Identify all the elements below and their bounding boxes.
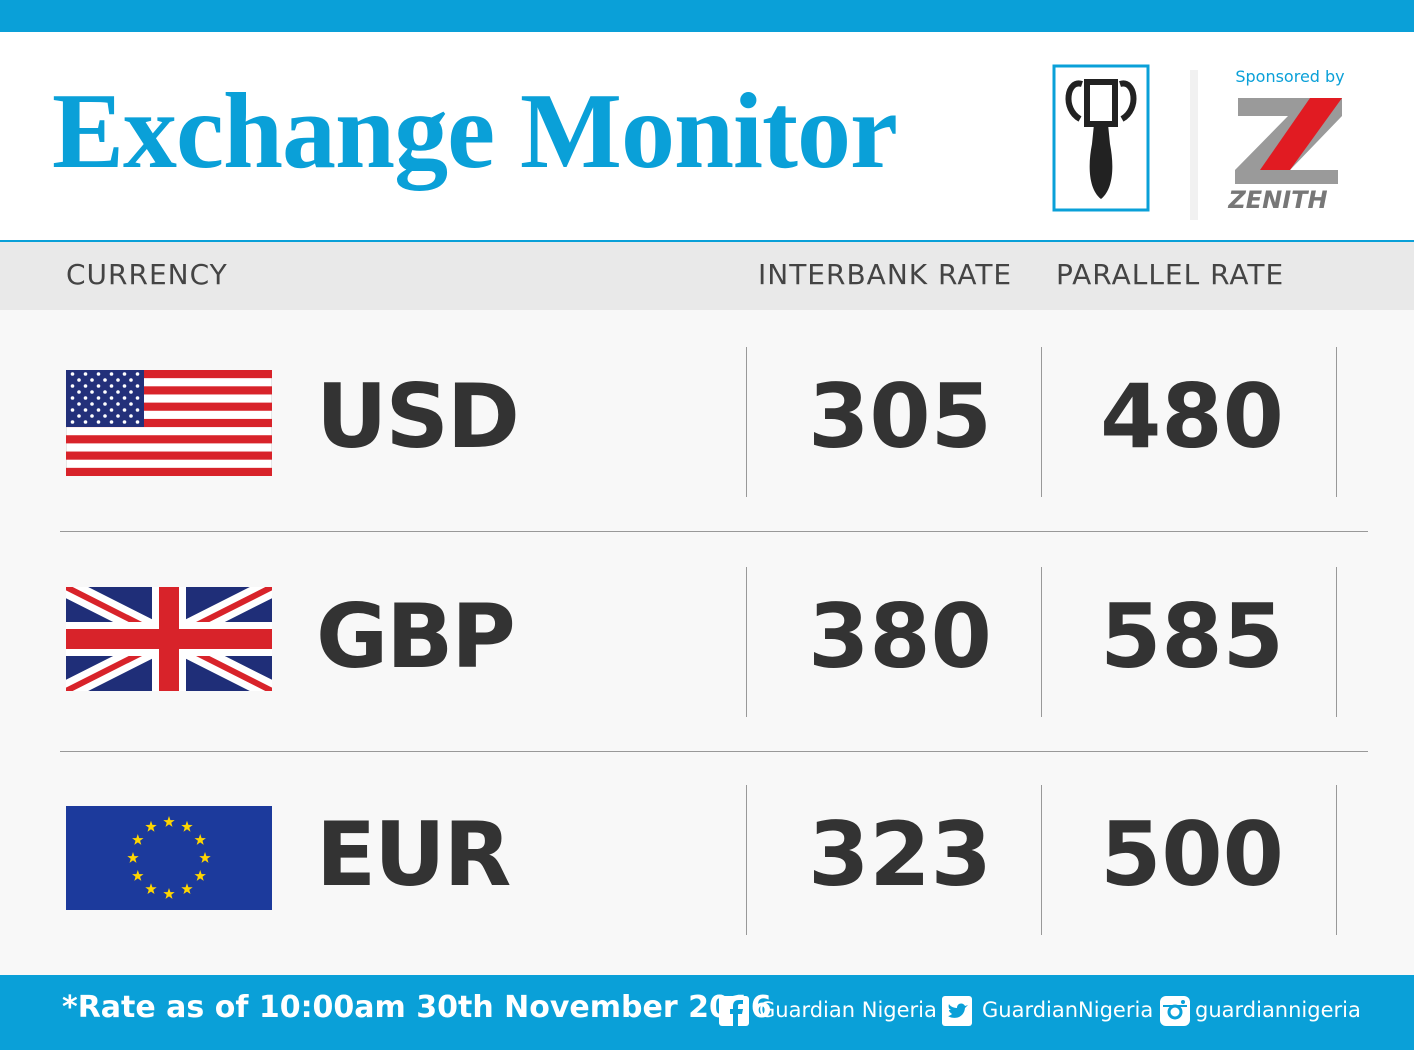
title: Exchange Monitor (52, 72, 898, 191)
instagram-icon[interactable] (1160, 996, 1190, 1026)
column-divider (746, 347, 747, 497)
interbank-rate: 305 (808, 365, 992, 468)
parallel-rate: 585 (1100, 585, 1284, 688)
sponsor-name: ZENITH (1227, 186, 1327, 214)
currency-code: USD (316, 365, 520, 468)
social-handle[interactable]: GuardianNigeria (982, 998, 1154, 1022)
flag-uk (66, 587, 272, 691)
parallel-rate: 480 (1100, 365, 1284, 468)
flag-us (66, 370, 272, 476)
column-divider (1336, 347, 1337, 497)
column-title: INTERBANK RATE (758, 258, 1013, 291)
column-title: PARALLEL RATE (1056, 258, 1285, 291)
currency-code: GBP (316, 585, 516, 688)
top-bar (0, 0, 1414, 32)
interbank-rate: 380 (808, 585, 992, 688)
column-title: CURRENCY (66, 258, 228, 291)
column-divider (746, 567, 747, 717)
sponsor-logo: Sponsored by ZENITH (1190, 67, 1345, 220)
currency-code: EUR (316, 803, 511, 906)
flag-eu (66, 806, 272, 910)
social-handle[interactable]: Guardian Nigeria (759, 998, 937, 1022)
column-divider (746, 785, 747, 935)
column-divider (1336, 785, 1337, 935)
interbank-rate: 323 (808, 803, 992, 906)
row-divider (60, 531, 1368, 532)
column-divider (1041, 567, 1042, 717)
column-divider (1041, 347, 1042, 497)
sponsor-label: Sponsored by (1235, 67, 1344, 86)
guardian-logo (1052, 64, 1150, 212)
column-divider (1041, 785, 1042, 935)
header (0, 32, 1414, 242)
row-divider (60, 751, 1368, 752)
column-header (0, 242, 1414, 310)
parallel-rate: 500 (1100, 803, 1284, 906)
footnote: *Rate as of 10:00am 30th November 2016 (62, 990, 772, 1025)
social-handle[interactable]: guardiannigeria (1195, 998, 1361, 1022)
facebook-icon[interactable] (719, 996, 749, 1026)
twitter-icon[interactable] (942, 996, 972, 1026)
column-divider (1336, 567, 1337, 717)
